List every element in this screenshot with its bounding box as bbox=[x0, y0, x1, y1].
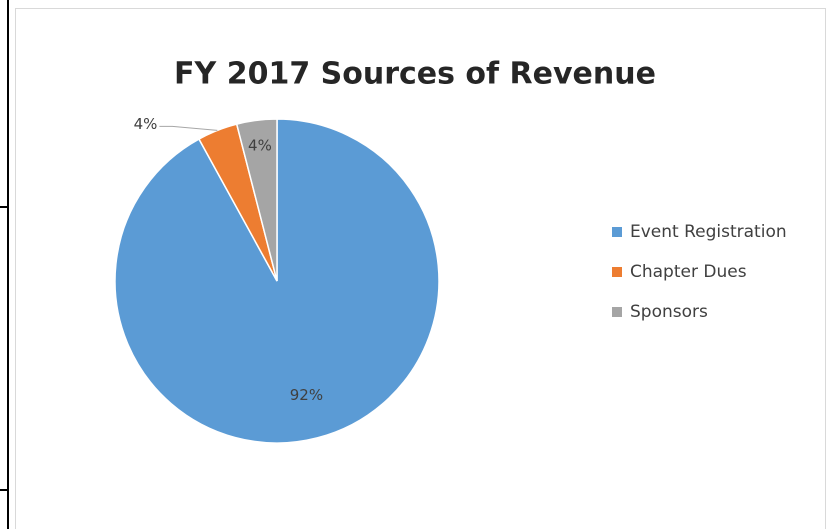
legend-label: Chapter Dues bbox=[630, 262, 747, 282]
legend-label: Sponsors bbox=[630, 302, 708, 322]
pie-slice bbox=[235, 118, 278, 282]
data-label: 92% bbox=[290, 386, 323, 404]
data-label: 4% bbox=[248, 136, 272, 154]
data-label: 4% bbox=[134, 115, 158, 133]
legend-swatch bbox=[612, 227, 622, 237]
chart-frame bbox=[15, 8, 826, 529]
legend-swatch bbox=[612, 307, 622, 317]
chart-title: FY 2017 Sources of Revenue bbox=[174, 57, 656, 92]
leader-line bbox=[159, 125, 218, 131]
legend-swatch bbox=[612, 267, 622, 277]
legend-label: Event Registration bbox=[630, 222, 787, 242]
